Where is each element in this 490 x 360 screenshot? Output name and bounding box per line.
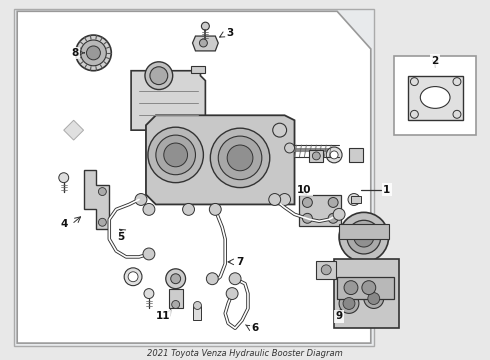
Circle shape <box>150 67 168 85</box>
Circle shape <box>124 268 142 285</box>
Text: 8: 8 <box>71 48 78 58</box>
Circle shape <box>206 273 218 285</box>
Circle shape <box>199 39 207 47</box>
Circle shape <box>302 198 312 207</box>
Circle shape <box>302 213 312 223</box>
Circle shape <box>339 212 389 262</box>
Circle shape <box>226 288 238 300</box>
Circle shape <box>326 147 342 163</box>
Circle shape <box>128 272 138 282</box>
Circle shape <box>171 274 181 284</box>
Circle shape <box>229 273 241 285</box>
Circle shape <box>218 136 262 180</box>
Circle shape <box>453 111 461 118</box>
Circle shape <box>269 194 281 206</box>
Circle shape <box>328 213 338 223</box>
Circle shape <box>135 194 147 206</box>
Circle shape <box>273 123 287 137</box>
Bar <box>334 259 398 328</box>
Text: 10: 10 <box>297 185 312 194</box>
Circle shape <box>453 78 461 86</box>
Circle shape <box>194 302 201 310</box>
Circle shape <box>172 301 180 309</box>
Text: 1: 1 <box>383 185 390 194</box>
Bar <box>409 76 463 120</box>
Polygon shape <box>299 194 341 226</box>
Circle shape <box>210 128 270 188</box>
Polygon shape <box>14 9 374 346</box>
Text: 6: 6 <box>251 323 259 333</box>
Circle shape <box>362 281 376 294</box>
Circle shape <box>98 218 106 226</box>
Circle shape <box>87 46 100 60</box>
Circle shape <box>411 78 418 86</box>
Bar <box>337 277 393 298</box>
Circle shape <box>354 227 374 247</box>
Text: 2021 Toyota Venza Hydraulic Booster Diagram: 2021 Toyota Venza Hydraulic Booster Diag… <box>147 348 343 357</box>
Text: 9: 9 <box>336 311 343 321</box>
Polygon shape <box>339 224 389 239</box>
Circle shape <box>411 111 418 118</box>
Circle shape <box>227 145 253 171</box>
Circle shape <box>148 127 203 183</box>
Circle shape <box>344 281 358 294</box>
Circle shape <box>201 22 209 30</box>
Text: 2: 2 <box>432 56 439 66</box>
Text: 3: 3 <box>226 28 234 38</box>
Circle shape <box>75 35 111 71</box>
Circle shape <box>347 220 381 254</box>
Polygon shape <box>17 11 371 343</box>
Polygon shape <box>146 115 294 204</box>
Bar <box>169 289 183 309</box>
Bar <box>317 261 336 279</box>
Polygon shape <box>131 71 205 130</box>
Circle shape <box>333 208 345 220</box>
Circle shape <box>164 143 188 167</box>
Circle shape <box>143 203 155 215</box>
Circle shape <box>209 203 221 215</box>
Polygon shape <box>84 170 109 229</box>
Circle shape <box>80 40 106 66</box>
Polygon shape <box>191 66 205 73</box>
Polygon shape <box>393 56 476 135</box>
Text: 5: 5 <box>118 232 125 242</box>
Circle shape <box>166 269 186 289</box>
Bar <box>351 195 361 203</box>
Circle shape <box>348 194 360 206</box>
Circle shape <box>279 194 291 206</box>
Circle shape <box>343 298 355 310</box>
Circle shape <box>156 135 196 175</box>
Circle shape <box>145 62 172 90</box>
Circle shape <box>368 293 380 305</box>
Circle shape <box>321 265 331 275</box>
Circle shape <box>183 203 195 215</box>
Bar <box>194 306 201 320</box>
Text: 4: 4 <box>60 219 68 229</box>
Circle shape <box>312 152 320 160</box>
Text: 11: 11 <box>155 311 170 321</box>
Circle shape <box>339 294 359 314</box>
Circle shape <box>285 143 294 153</box>
Polygon shape <box>64 120 84 140</box>
Polygon shape <box>193 36 218 51</box>
Text: 7: 7 <box>236 257 244 267</box>
Bar <box>309 150 323 162</box>
Circle shape <box>144 289 154 298</box>
Bar <box>349 148 363 162</box>
Circle shape <box>143 248 155 260</box>
Circle shape <box>330 151 338 159</box>
Ellipse shape <box>420 86 450 108</box>
Circle shape <box>364 289 384 309</box>
Circle shape <box>98 188 106 195</box>
Circle shape <box>328 198 338 207</box>
Circle shape <box>59 173 69 183</box>
